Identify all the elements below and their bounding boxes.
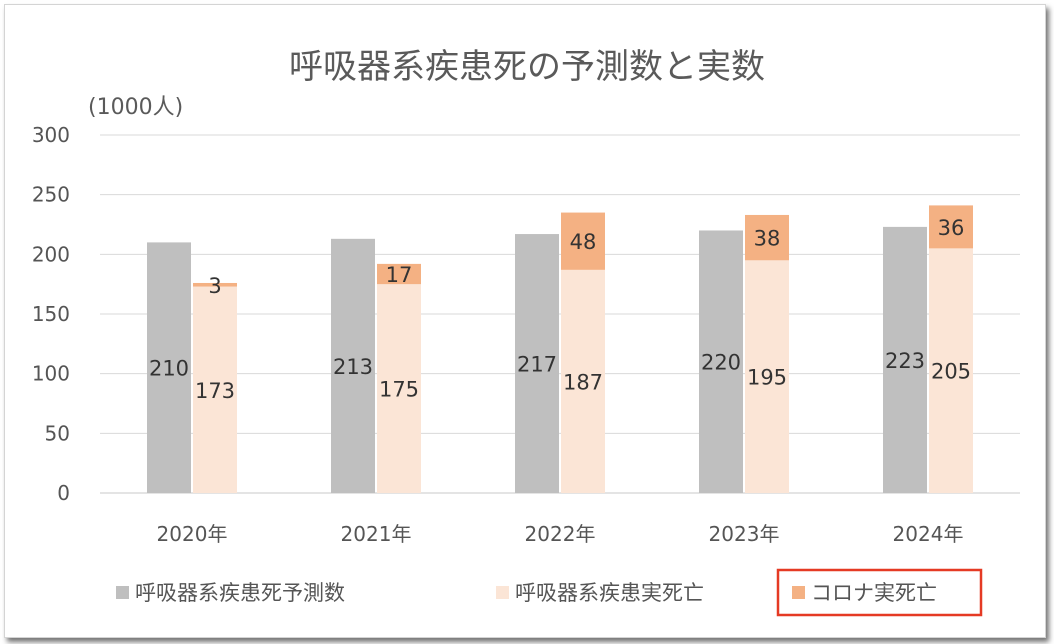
bar-covid — [193, 282, 237, 287]
x-tick-label: 2021年 — [341, 522, 412, 546]
bar-actual — [745, 260, 789, 493]
bar-actual — [193, 286, 237, 493]
bar-actual — [929, 248, 973, 493]
x-tick-label: 2023年 — [709, 522, 780, 546]
y-tick-label: 150 — [32, 302, 70, 326]
data-label-covid: 17 — [386, 263, 413, 287]
x-axis-ticks: 2020年 2021年 2022年 2023年 2024年 — [157, 522, 964, 546]
legend-swatch — [792, 586, 805, 599]
data-label-covid: 3 — [208, 274, 221, 298]
bar-actual — [377, 284, 421, 493]
gridlines — [100, 134, 1020, 494]
data-label-covid: 38 — [754, 227, 781, 251]
data-label-predicted: 210 — [149, 357, 189, 381]
data-label-actual: 173 — [195, 379, 235, 403]
x-tick-label: 2024年 — [893, 522, 964, 546]
y-tick-label: 250 — [32, 183, 70, 207]
bar-predicted — [883, 226, 927, 494]
legend-label: 呼吸器系疾患死予測数 — [135, 581, 345, 605]
y-axis-ticks: 0 50 100 150 200 250 300 — [32, 123, 70, 505]
y-axis-unit-label: (1000人) — [88, 95, 183, 120]
data-label-predicted: 220 — [701, 351, 741, 375]
y-tick-label: 300 — [32, 123, 70, 147]
bar-covid — [561, 212, 605, 270]
bar-covid — [745, 214, 789, 261]
legend-label: コロナ実死亡 — [811, 581, 937, 605]
legend-swatch — [496, 586, 509, 599]
data-label-actual: 195 — [747, 366, 787, 390]
data-label-predicted: 223 — [885, 349, 925, 373]
data-label-predicted: 217 — [517, 353, 557, 377]
data-label-covid: 48 — [570, 230, 597, 254]
x-tick-label: 2022年 — [525, 522, 596, 546]
bar-actual — [561, 269, 605, 493]
bar-covid — [377, 263, 421, 285]
legend: 呼吸器系疾患死予測数 呼吸器系疾患実死亡 コロナ実死亡 — [116, 568, 983, 617]
x-tick-label: 2020年 — [157, 522, 228, 546]
y-tick-label: 50 — [45, 421, 70, 445]
data-label-covid: 36 — [938, 216, 965, 240]
data-label-predicted: 213 — [333, 355, 373, 379]
legend-highlight-box — [776, 568, 983, 617]
bar-predicted — [147, 242, 191, 493]
bars — [147, 205, 973, 494]
bar-predicted — [699, 230, 743, 493]
y-tick-label: 0 — [57, 481, 70, 505]
legend-label: 呼吸器系疾患実死亡 — [515, 581, 704, 605]
legend-swatch — [116, 586, 129, 599]
data-label-actual: 205 — [931, 360, 971, 384]
y-tick-label: 200 — [32, 242, 70, 266]
y-tick-label: 100 — [32, 362, 70, 386]
bar-predicted — [331, 238, 375, 493]
bar-covid — [929, 205, 973, 249]
chart-title: 呼吸器系疾患死の予測数と実数 — [289, 47, 765, 87]
bar-predicted — [515, 234, 559, 493]
data-label-actual: 187 — [563, 370, 603, 394]
data-label-actual: 175 — [379, 378, 419, 402]
